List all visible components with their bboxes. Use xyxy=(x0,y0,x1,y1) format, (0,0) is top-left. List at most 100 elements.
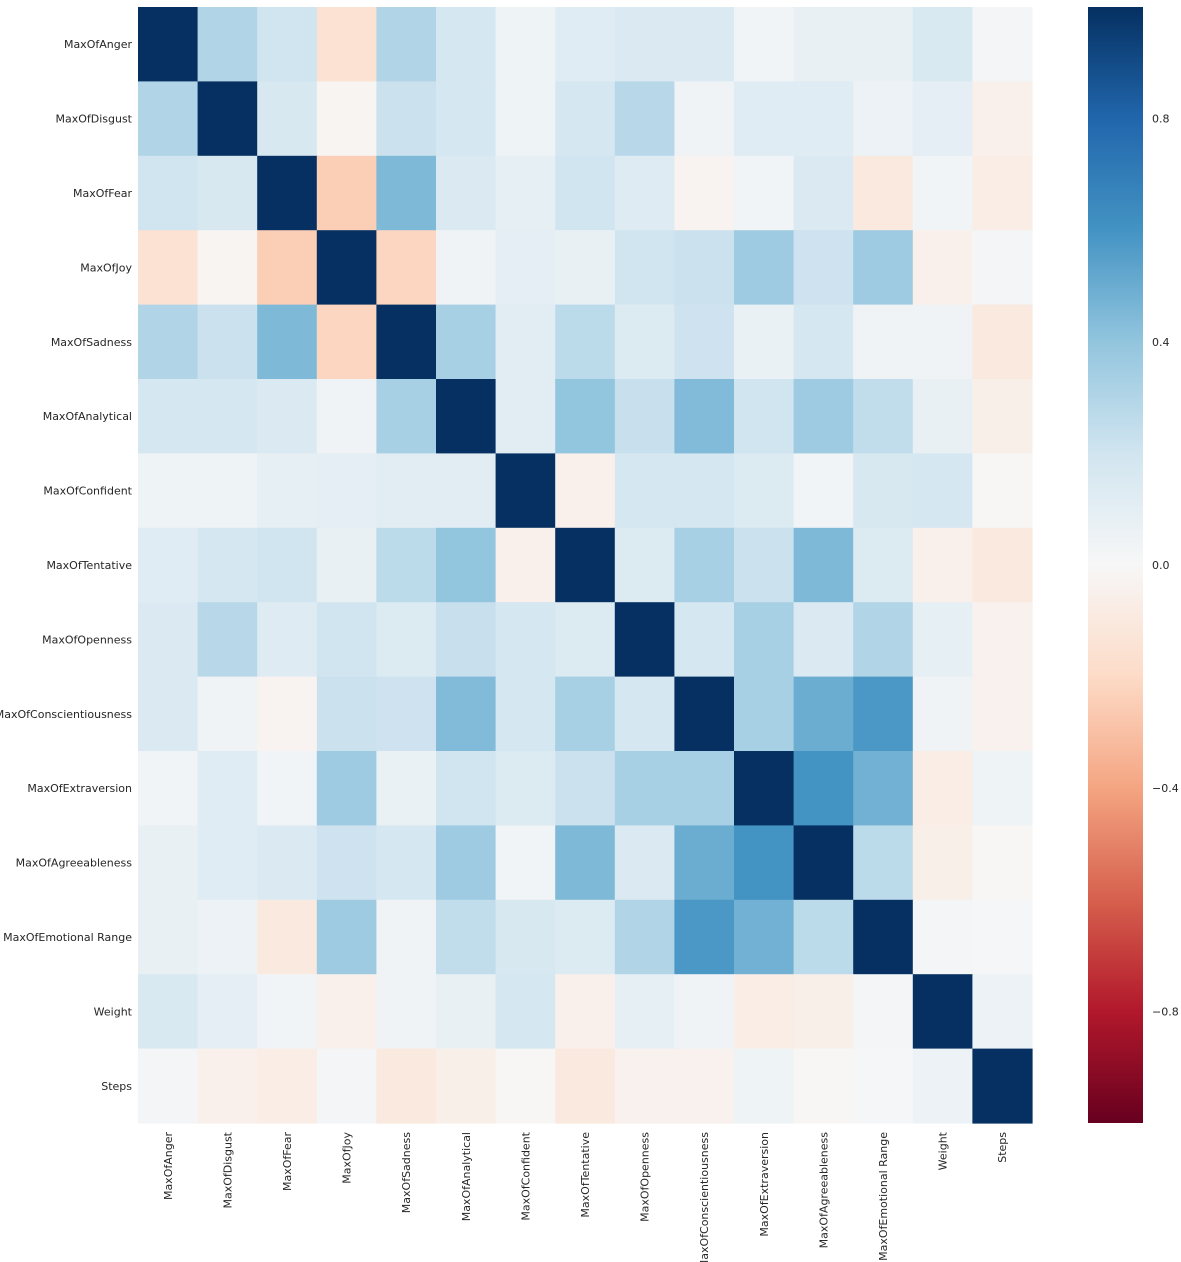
heatmap-cell xyxy=(614,155,675,231)
heatmap-cell xyxy=(257,230,318,306)
heatmap-cell xyxy=(436,825,497,901)
row-label: MaxOfAnalytical xyxy=(43,410,132,423)
heatmap-cell xyxy=(853,974,914,1050)
heatmap-cell xyxy=(734,751,795,826)
heatmap-cell xyxy=(376,81,437,157)
heatmap-cell xyxy=(793,974,854,1050)
heatmap-cell xyxy=(138,453,199,529)
row-label: MaxOfDisgust xyxy=(55,113,132,126)
heatmap-cell xyxy=(138,1048,199,1124)
colorbar: 0.8 0.4 0.0 −0.4 −0.8 xyxy=(1088,7,1179,1123)
heatmap-cell xyxy=(376,1048,437,1124)
heatmap-cell xyxy=(257,453,318,529)
heatmap-cell xyxy=(257,155,318,231)
heatmap-cell xyxy=(674,676,735,752)
heatmap-cell xyxy=(972,453,1033,529)
heatmap-cell xyxy=(674,230,735,306)
heatmap-cell xyxy=(674,1048,735,1124)
heatmap-cell xyxy=(912,527,973,603)
heatmap-cell xyxy=(197,155,258,231)
heatmap-cell xyxy=(972,155,1033,231)
heatmap-cell xyxy=(614,825,675,901)
heatmap-cell xyxy=(972,230,1033,306)
heatmap-cell xyxy=(197,974,258,1050)
column-label: Weight xyxy=(937,1131,950,1170)
heatmap-cell xyxy=(197,81,258,157)
heatmap-cell xyxy=(734,825,795,901)
heatmap-cell xyxy=(555,304,616,380)
heatmap-cell xyxy=(614,1048,675,1124)
heatmap-cell xyxy=(495,304,556,380)
column-label: MaxOfOpenness xyxy=(639,1132,652,1222)
row-label: MaxOfExtraversion xyxy=(27,782,132,795)
heatmap-cell xyxy=(138,602,199,678)
heatmap-cell xyxy=(495,676,556,752)
heatmap-cell xyxy=(316,1048,377,1124)
heatmap-cell xyxy=(436,602,497,678)
heatmap-cell xyxy=(138,7,199,82)
heatmap-cell xyxy=(257,899,318,975)
heatmap-cell xyxy=(197,527,258,603)
row-label: MaxOfJoy xyxy=(80,261,132,274)
column-label: MaxOfEmotional Range xyxy=(877,1132,890,1261)
heatmap-cell xyxy=(316,453,377,529)
row-label: Steps xyxy=(101,1080,132,1093)
row-label: Weight xyxy=(94,1005,133,1018)
heatmap-cell xyxy=(793,602,854,678)
heatmap-cell xyxy=(853,155,914,231)
heatmap-cell xyxy=(555,155,616,231)
row-label: MaxOfOpenness xyxy=(42,633,132,646)
heatmap-cell xyxy=(436,379,497,454)
heatmap-cell xyxy=(912,155,973,231)
heatmap-cell xyxy=(674,453,735,529)
heatmap-cell xyxy=(912,602,973,678)
heatmap-cell xyxy=(674,155,735,231)
heatmap-cell xyxy=(793,155,854,231)
colorbar-tick-label: 0.8 xyxy=(1152,113,1170,126)
heatmap-cell xyxy=(793,379,854,454)
heatmap-cell xyxy=(972,379,1033,454)
heatmap-cell xyxy=(734,230,795,306)
heatmap-cell xyxy=(972,974,1033,1050)
heatmap-cell xyxy=(674,81,735,157)
heatmap-cell xyxy=(555,751,616,826)
heatmap-cell xyxy=(138,81,199,157)
row-label: MaxOfTentative xyxy=(46,559,132,572)
heatmap-cell xyxy=(376,676,437,752)
heatmap-cell xyxy=(376,602,437,678)
heatmap-cell xyxy=(972,676,1033,752)
heatmap-cell xyxy=(197,304,258,380)
heatmap-cell xyxy=(138,676,199,752)
heatmap-cell xyxy=(376,304,437,380)
heatmap-cell xyxy=(614,602,675,678)
heatmap-cell xyxy=(376,379,437,454)
heatmap-cell xyxy=(614,453,675,529)
heatmap-cell xyxy=(972,7,1033,82)
heatmap-cell xyxy=(555,676,616,752)
heatmap-cell xyxy=(257,7,318,82)
heatmap-cell xyxy=(614,527,675,603)
heatmap-cell xyxy=(972,899,1033,975)
row-label: MaxOfConfident xyxy=(43,485,132,498)
heatmap-cell xyxy=(555,7,616,82)
heatmap-cell xyxy=(734,155,795,231)
heatmap-cell xyxy=(674,825,735,901)
heatmap-cell xyxy=(555,81,616,157)
heatmap-cell xyxy=(436,899,497,975)
heatmap-cell xyxy=(197,751,258,826)
heatmap-cell xyxy=(316,825,377,901)
row-label: MaxOfConscientiousness xyxy=(0,708,132,721)
heatmap-cell xyxy=(734,81,795,157)
heatmap-cell xyxy=(734,304,795,380)
column-label: MaxOfDisgust xyxy=(221,1131,234,1208)
heatmap-cell xyxy=(197,602,258,678)
column-label: MaxOfConscientiousness xyxy=(698,1132,711,1262)
heatmap-cell xyxy=(912,751,973,826)
heatmap-cell xyxy=(376,751,437,826)
heatmap-cell xyxy=(793,453,854,529)
heatmap-cell xyxy=(972,825,1033,901)
colorbar-gradient xyxy=(1088,7,1143,1123)
column-label: MaxOfTentative xyxy=(579,1132,592,1218)
row-label: MaxOfAgreeableness xyxy=(16,857,133,870)
